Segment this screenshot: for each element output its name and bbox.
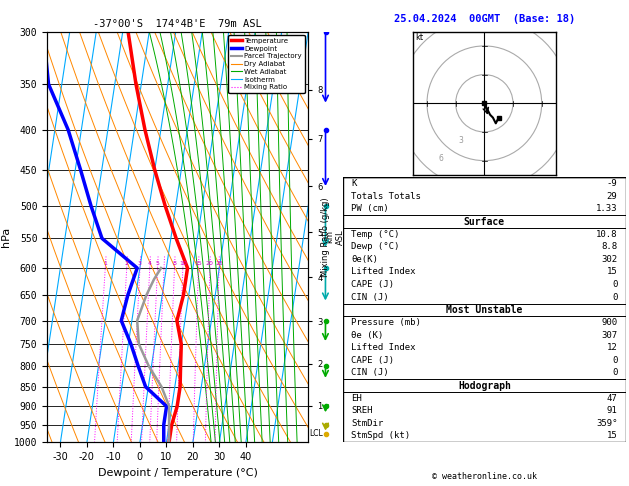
Text: 15: 15	[194, 261, 203, 266]
Text: Mixing Ratio (g/kg): Mixing Ratio (g/kg)	[321, 197, 330, 277]
Text: 8.8: 8.8	[601, 242, 617, 251]
Y-axis label: km
ASL: km ASL	[325, 229, 345, 245]
Text: 15: 15	[606, 267, 617, 277]
Text: Temp (°C): Temp (°C)	[351, 230, 399, 239]
Text: Dewp (°C): Dewp (°C)	[351, 242, 399, 251]
Text: 3: 3	[138, 261, 142, 266]
Text: 8: 8	[172, 261, 177, 266]
Text: Pressure (mb): Pressure (mb)	[351, 318, 421, 327]
Text: CAPE (J): CAPE (J)	[351, 356, 394, 365]
Text: 359°: 359°	[596, 419, 617, 428]
Text: 1: 1	[103, 261, 107, 266]
Text: Most Unstable: Most Unstable	[446, 305, 523, 315]
Text: 307: 307	[601, 330, 617, 340]
Text: CIN (J): CIN (J)	[351, 368, 389, 378]
Text: K: K	[351, 179, 357, 188]
Text: 29: 29	[606, 192, 617, 201]
Text: 2: 2	[125, 261, 129, 266]
Text: Lifted Index: Lifted Index	[351, 267, 416, 277]
Text: 10: 10	[179, 261, 187, 266]
Text: 0: 0	[612, 356, 617, 365]
Text: © weatheronline.co.uk: © weatheronline.co.uk	[432, 472, 537, 481]
Text: PW (cm): PW (cm)	[351, 205, 389, 213]
Text: 25.04.2024  00GMT  (Base: 18): 25.04.2024 00GMT (Base: 18)	[394, 14, 575, 24]
Y-axis label: hPa: hPa	[1, 227, 11, 247]
Text: SREH: SREH	[351, 406, 373, 415]
Text: 25: 25	[215, 261, 223, 266]
Text: 4: 4	[148, 261, 152, 266]
Text: Hodograph: Hodograph	[458, 381, 511, 391]
Text: Surface: Surface	[464, 217, 505, 226]
Title: -37°00'S  174°4B'E  79m ASL: -37°00'S 174°4B'E 79m ASL	[93, 19, 262, 30]
Legend: Temperature, Dewpoint, Parcel Trajectory, Dry Adiabat, Wet Adiabat, Isotherm, Mi: Temperature, Dewpoint, Parcel Trajectory…	[228, 35, 304, 93]
Text: LCL: LCL	[309, 429, 323, 438]
Text: 12: 12	[606, 343, 617, 352]
Text: CAPE (J): CAPE (J)	[351, 280, 394, 289]
Text: 10.8: 10.8	[596, 230, 617, 239]
Text: EH: EH	[351, 394, 362, 402]
X-axis label: Dewpoint / Temperature (°C): Dewpoint / Temperature (°C)	[97, 468, 258, 478]
Text: StmDir: StmDir	[351, 419, 384, 428]
Text: 6: 6	[438, 154, 443, 163]
Text: 0: 0	[612, 280, 617, 289]
Text: CIN (J): CIN (J)	[351, 293, 389, 302]
Text: 3: 3	[459, 137, 464, 145]
Text: -9: -9	[606, 179, 617, 188]
Text: 302: 302	[601, 255, 617, 264]
Text: 5: 5	[155, 261, 160, 266]
Text: 900: 900	[601, 318, 617, 327]
Text: 0: 0	[612, 368, 617, 378]
Text: 15: 15	[606, 432, 617, 440]
Text: θe(K): θe(K)	[351, 255, 378, 264]
Text: kt: kt	[416, 33, 424, 42]
Text: 47: 47	[606, 394, 617, 402]
Text: StmSpd (kt): StmSpd (kt)	[351, 432, 410, 440]
Text: Lifted Index: Lifted Index	[351, 343, 416, 352]
Text: θe (K): θe (K)	[351, 330, 384, 340]
Text: 1.33: 1.33	[596, 205, 617, 213]
Text: 0: 0	[612, 293, 617, 302]
Text: 20: 20	[206, 261, 214, 266]
Text: Totals Totals: Totals Totals	[351, 192, 421, 201]
Text: 91: 91	[606, 406, 617, 415]
